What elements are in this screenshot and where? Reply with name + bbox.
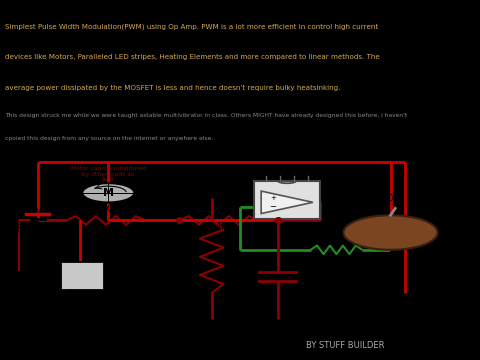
- Text: devices like Motors, Paralleled LED stripes, Heating Elements and more compared : devices like Motors, Paralleled LED stri…: [5, 54, 380, 60]
- Text: cpoied this design from any source on the internet or anywhere else.: cpoied this design from any source on th…: [5, 136, 213, 141]
- Text: M: M: [103, 188, 114, 198]
- Text: Battery: Battery: [16, 221, 45, 230]
- Text: average power dissipated by the MOSFET is less and hence doesn’t require bulky h: average power dissipated by the MOSFET i…: [5, 85, 340, 91]
- Text: 5-30v: 5-30v: [19, 207, 41, 215]
- Circle shape: [344, 215, 438, 250]
- Text: +: +: [285, 262, 291, 271]
- Text: IRFZ44,IRF540: IRFZ44,IRF540: [60, 298, 100, 303]
- Text: 1K: 1K: [101, 205, 111, 214]
- Polygon shape: [261, 191, 313, 213]
- Text: Stuff Builder: Stuff Builder: [308, 293, 388, 303]
- Text: by other loads as: by other loads as: [83, 171, 134, 176]
- Text: −: −: [269, 202, 276, 211]
- Text: Any N Channel: Any N Channel: [60, 304, 100, 309]
- Text: Motor can be substituted: Motor can be substituted: [71, 166, 146, 171]
- Text: Simplest Pulse Width Modulation(PWM) using Op Amp. PWM is a lot more efficient i: Simplest Pulse Width Modulation(PWM) usi…: [5, 23, 378, 30]
- Text: /Supply: /Supply: [16, 228, 45, 237]
- Text: 0.1μF: 0.1μF: [287, 284, 308, 293]
- Circle shape: [83, 183, 134, 202]
- Text: BY STUFF BUILDER: BY STUFF BUILDER: [306, 341, 385, 350]
- Text: LM358: LM358: [327, 175, 355, 184]
- Text: Designed by: Designed by: [309, 279, 387, 289]
- Text: +: +: [270, 195, 276, 201]
- Bar: [254, 181, 320, 219]
- Text: 10k: 10k: [383, 194, 398, 203]
- Text: well: well: [102, 177, 114, 182]
- Text: (32v MAX): (32v MAX): [327, 184, 361, 191]
- Text: = Resistor: = Resistor: [470, 168, 480, 177]
- Text: 1k: 1k: [329, 236, 339, 245]
- Text: This design struck me while we were taught astable multivibrator in class. Other: This design struck me while we were taug…: [5, 113, 407, 118]
- Text: Power MOSFET will do: Power MOSFET will do: [50, 310, 110, 315]
- Bar: [61, 262, 104, 289]
- Text: 10k: 10k: [226, 250, 241, 259]
- Bar: [14, 158, 405, 324]
- Text: 47k: 47k: [216, 222, 231, 231]
- Text: = Capacitor: = Capacitor: [470, 188, 480, 197]
